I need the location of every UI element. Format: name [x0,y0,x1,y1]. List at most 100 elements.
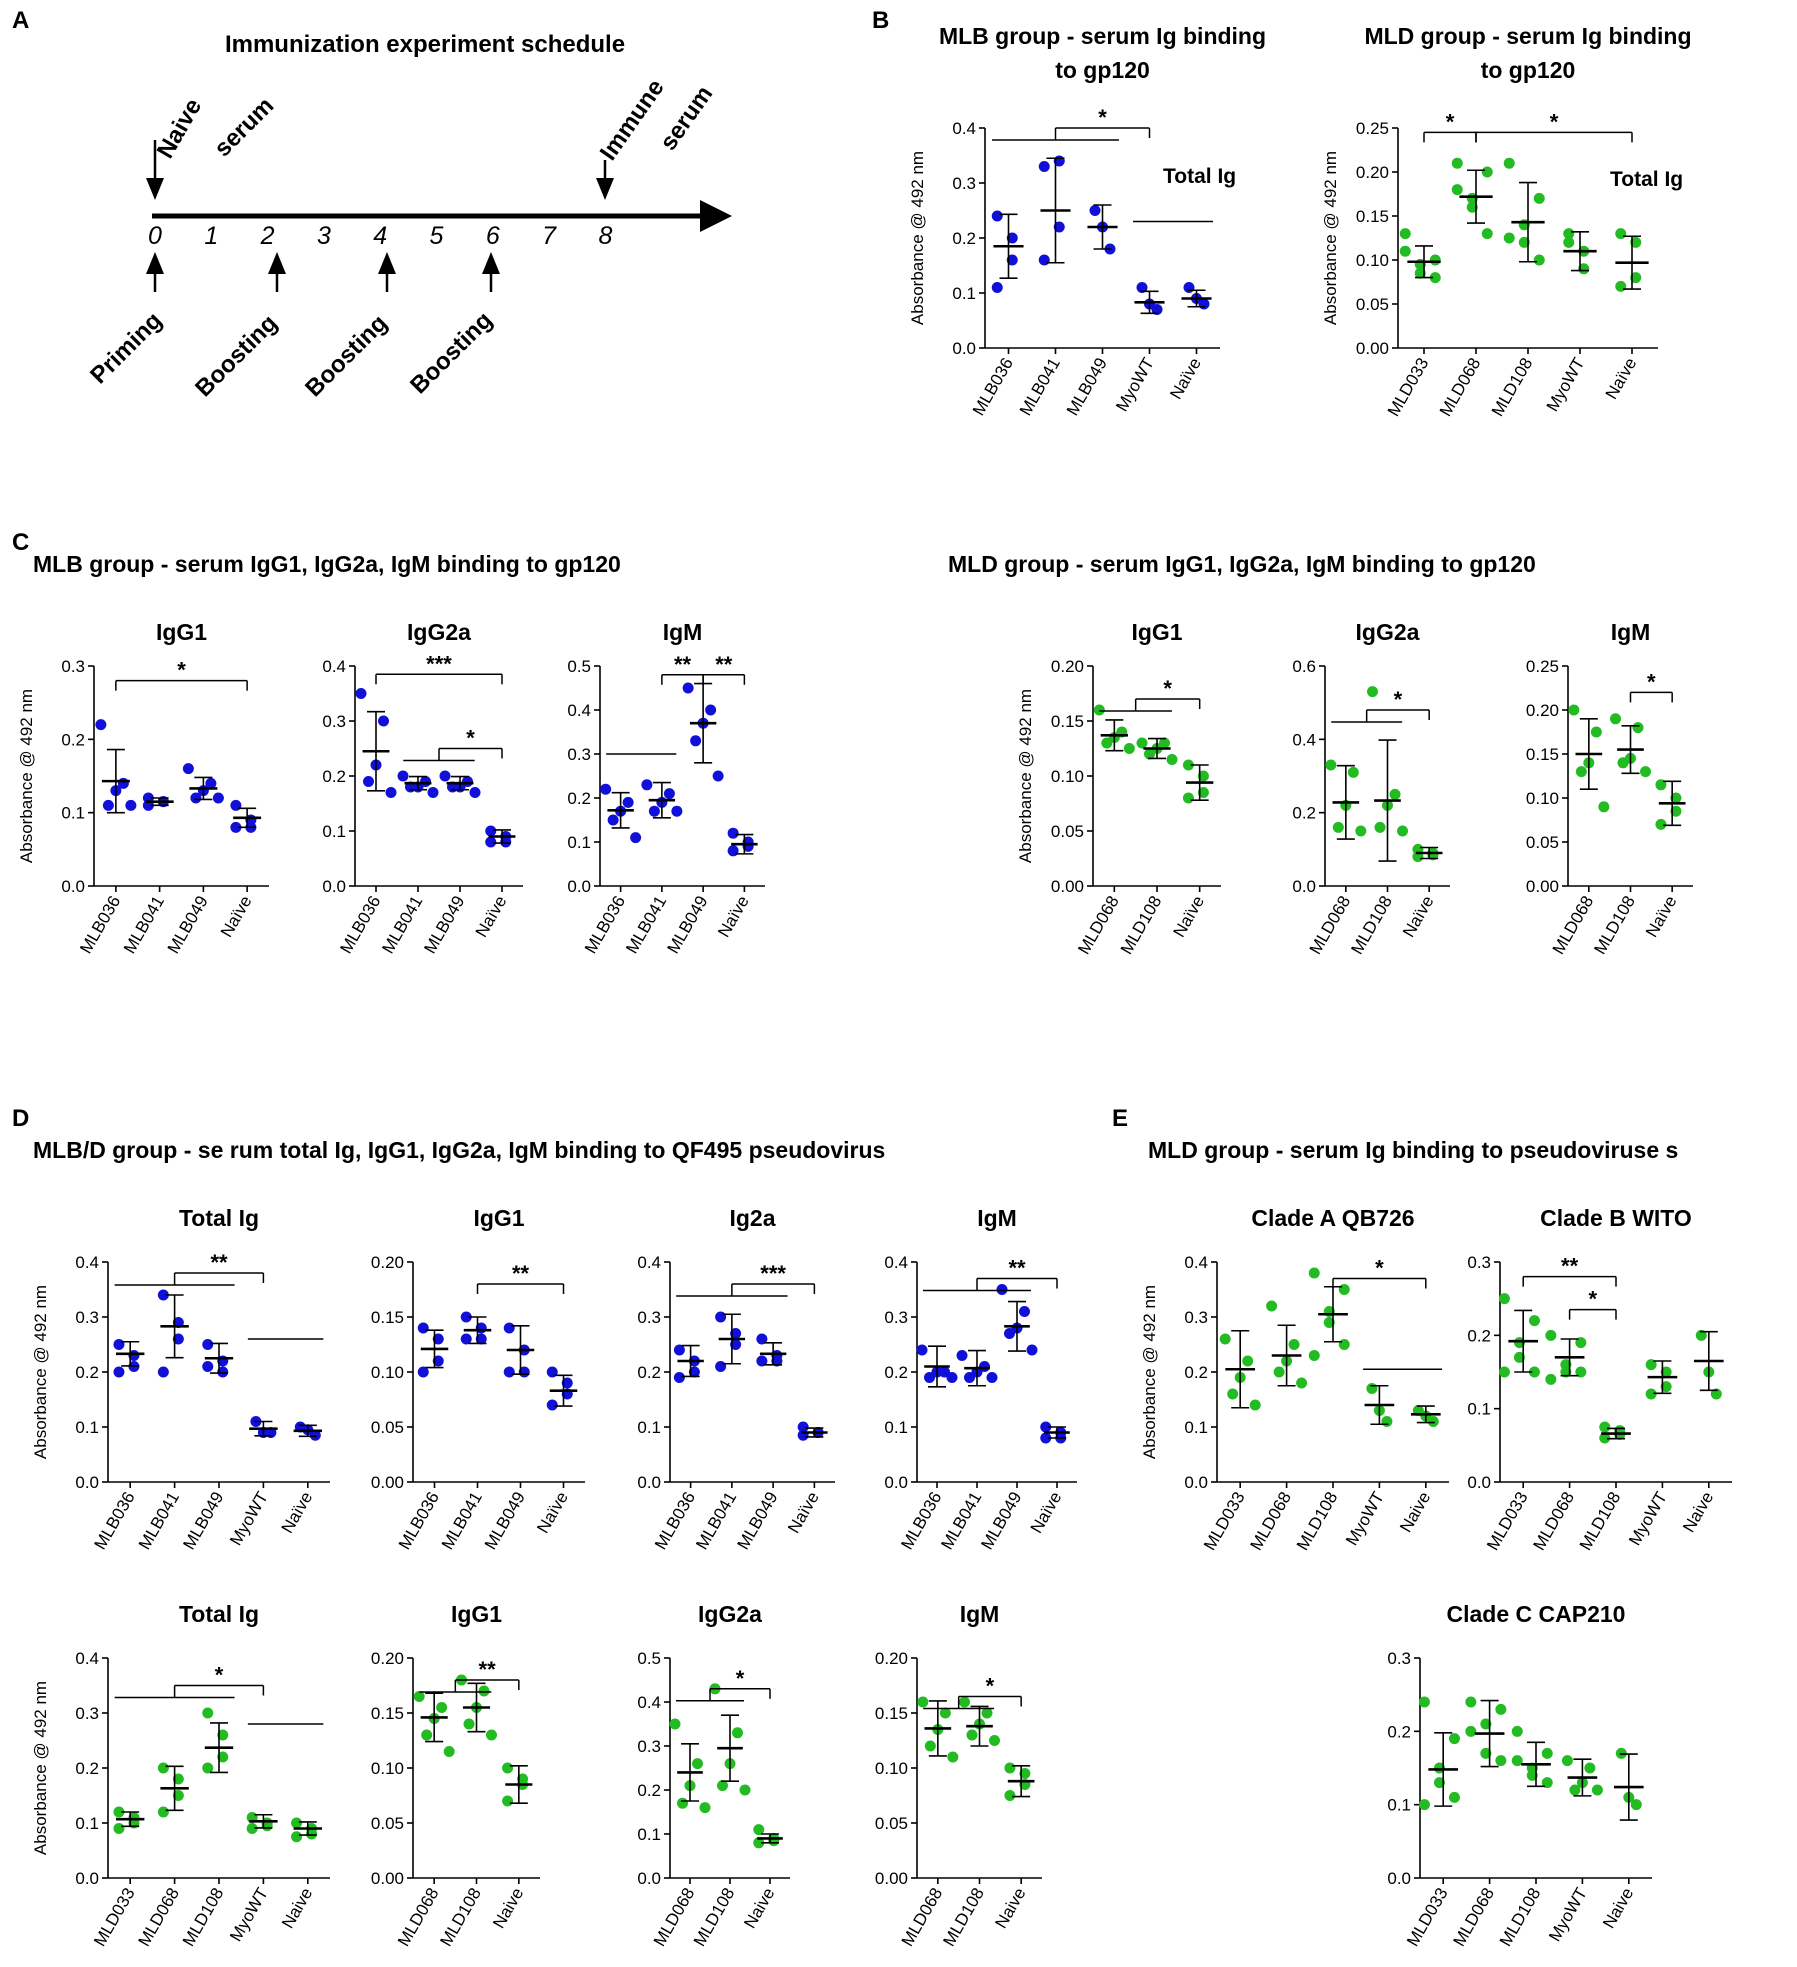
sig-label: * [1550,109,1559,134]
y-tick-label: 0.4 [637,1693,661,1712]
data-point [996,1284,1008,1295]
y-tick-label: 0.3 [884,1308,908,1327]
data-point [485,825,497,837]
x-tick-label: Naïve [1027,1489,1066,1537]
x-tick-label: MLB049 [663,893,711,957]
data-point [1575,1337,1587,1349]
data-point [1575,1366,1587,1378]
chart-b-mlb-total-ig: MLB group - serum Ig binding to gp120 Tota… [908,23,1266,419]
y-tick-label: 0.10 [875,1759,908,1778]
data-point [1006,232,1018,244]
data-point [1598,801,1610,813]
data-point [95,719,107,731]
data-point [421,1729,433,1741]
data-point [205,777,217,789]
x-tick-label: Naive [489,1885,527,1932]
data-point [172,1773,184,1785]
y-tick-label: 0.20 [371,1253,404,1272]
chart-d-mlb-igg1: IgG1 0.00 0.05 0.10 0.15 0.20 MLB036MLB041MLB0… [371,1205,585,1553]
up-arrowhead [268,252,286,274]
y-tick-label: 0.0 [952,339,976,358]
y-tick-label: 0.0 [1387,1869,1411,1888]
x-tick-label: MLB041 [1016,355,1064,419]
data-point [1381,1416,1393,1427]
data-point [1599,1432,1611,1444]
x-tick-label: MLB049 [164,893,212,957]
chart-d-mlb-total-ig: Total Ig 0.0 0.1 0.2 0.3 0.4 Absorbance @ 492 … [31,1205,330,1553]
boosting-label-2: Boosting [300,310,393,403]
x-tick-label: MLB036 [91,1489,139,1553]
data-point [1560,1366,1572,1378]
data-point [443,1746,455,1757]
y-tick-label: 0.6 [1292,657,1316,676]
data-point [463,1718,475,1730]
data-point [172,1790,184,1801]
data-point [500,836,512,848]
data-point [561,1377,573,1389]
data-point [1545,1329,1557,1341]
data-point [981,1707,993,1719]
chart-title: Clade B WITO [1540,1205,1692,1231]
data-point [102,799,114,811]
data-point [355,688,367,699]
sig-label: *** [426,651,452,676]
data-point [1367,686,1378,698]
data-point [917,1696,929,1708]
x-tick-label: MLD108 [939,1885,988,1950]
x-tick-label: MLD108 [1117,893,1166,958]
chart-title: IgG1 [451,1601,502,1627]
data-point [1541,1747,1553,1759]
data-point [113,1823,125,1834]
data-point [959,1696,970,1708]
y-tick-label: 0.0 [75,1473,99,1492]
data-point [1511,1755,1523,1767]
data-point [673,1372,685,1383]
data-point [1448,1791,1460,1803]
data-point [1026,1344,1038,1356]
y-tick-label: 0.2 [75,1363,99,1382]
data-point [1528,1315,1540,1327]
data-point [291,1831,303,1843]
data-point [1513,1351,1525,1363]
data-point [732,1727,743,1739]
immune-label: Immune [595,75,670,166]
x-tick-label: MLD108 [1488,355,1537,420]
chart-e-clade-c: Clade C CAP210 0.0 0.1 0.2 0.3 MLD033MLD068ML… [1387,1601,1652,1950]
data-point [717,1780,728,1792]
y-tick-label: 0.3 [322,712,346,731]
y-tick-label: 0.20 [1051,657,1084,676]
y-tick-label: 0.00 [1051,877,1084,896]
data-point [1533,192,1545,204]
y-tick-label: 0.15 [875,1704,908,1723]
data-point [217,1729,229,1741]
y-tick-label: 0.0 [1184,1473,1208,1492]
timeline-tick-label: 1 [204,222,218,250]
data-point [172,1333,184,1345]
data-point [1288,1339,1300,1350]
data-point [1397,825,1408,837]
data-point [669,1718,681,1730]
data-point [1630,272,1642,284]
timeline-tick-label: 2 [260,222,275,250]
data-point [1374,821,1386,833]
data-point [753,1824,765,1836]
data-point [1389,788,1401,800]
data-point [1617,757,1629,769]
y-tick-label: 0.2 [567,789,591,808]
data-point [682,682,694,694]
y-tick-label: 0.2 [1292,804,1316,823]
chart-title: to gp120 [1481,57,1576,83]
y-axis-label: Absorbance @ 492 nm [1140,1285,1159,1459]
data-point [1465,1696,1477,1708]
y-tick-label: 0.4 [952,119,976,138]
x-tick-label: Naïve [714,893,753,941]
data-point [202,1339,214,1350]
y-tick-label: 0.2 [1387,1722,1411,1741]
data-point [1569,1784,1581,1796]
chart-title: IgG1 [473,1205,524,1231]
data-point [1332,821,1344,833]
data-point [413,1691,425,1702]
y-tick-label: 0.2 [61,730,85,749]
data-point [771,1355,783,1367]
